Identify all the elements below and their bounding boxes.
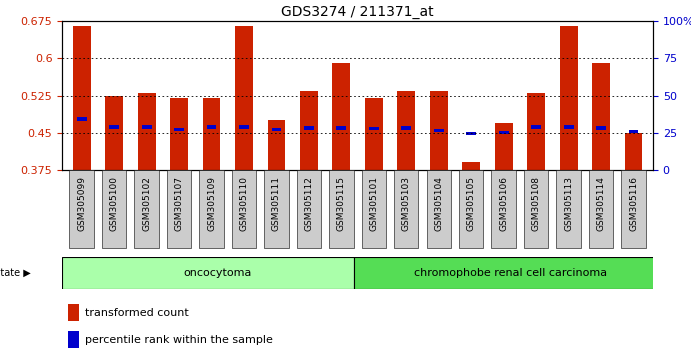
Bar — [239, 125, 249, 129]
Text: GSM305105: GSM305105 — [466, 176, 475, 231]
Text: GSM305102: GSM305102 — [142, 176, 151, 231]
Bar — [426, 170, 451, 248]
Bar — [430, 91, 448, 170]
Bar — [394, 170, 419, 248]
Bar — [62, 257, 354, 289]
Bar — [462, 162, 480, 170]
Text: GSM305112: GSM305112 — [305, 176, 314, 231]
Text: GSM305115: GSM305115 — [337, 176, 346, 231]
Bar — [499, 131, 509, 134]
Text: GSM305106: GSM305106 — [499, 176, 508, 231]
Bar — [68, 304, 79, 321]
Bar — [354, 257, 666, 289]
Bar — [199, 170, 224, 248]
Bar — [596, 126, 606, 130]
Text: GSM305108: GSM305108 — [531, 176, 540, 231]
Bar — [300, 91, 318, 170]
Bar — [589, 170, 613, 248]
Bar — [369, 126, 379, 130]
Bar — [296, 170, 321, 248]
Bar — [68, 331, 79, 348]
Bar — [365, 98, 383, 170]
Text: GSM305110: GSM305110 — [240, 176, 249, 231]
Text: GSM305104: GSM305104 — [434, 176, 443, 231]
Bar — [434, 129, 444, 132]
Bar — [142, 125, 151, 129]
Bar — [629, 130, 638, 133]
Bar — [264, 170, 289, 248]
Bar — [329, 170, 354, 248]
Bar — [401, 126, 411, 130]
Text: chromophobe renal cell carcinoma: chromophobe renal cell carcinoma — [414, 268, 607, 278]
Bar — [564, 125, 574, 129]
Bar — [105, 96, 123, 170]
Bar — [231, 170, 256, 248]
Bar — [167, 170, 191, 248]
Text: GSM305116: GSM305116 — [629, 176, 638, 231]
Text: oncocytoma: oncocytoma — [184, 268, 252, 278]
Bar — [202, 98, 220, 170]
Bar — [621, 170, 645, 248]
Bar — [135, 170, 159, 248]
Text: disease state ▶: disease state ▶ — [0, 268, 31, 278]
Bar — [625, 133, 643, 170]
Text: GSM305107: GSM305107 — [175, 176, 184, 231]
Text: GSM305101: GSM305101 — [369, 176, 379, 231]
Bar — [170, 98, 188, 170]
Bar — [70, 170, 94, 248]
Bar — [174, 127, 184, 131]
Text: GSM305099: GSM305099 — [77, 176, 86, 231]
Text: GSM305103: GSM305103 — [401, 176, 410, 231]
Text: GSM305109: GSM305109 — [207, 176, 216, 231]
Text: GSM305113: GSM305113 — [564, 176, 573, 231]
Text: GSM305100: GSM305100 — [110, 176, 119, 231]
Bar — [267, 120, 285, 170]
Text: percentile rank within the sample: percentile rank within the sample — [84, 335, 272, 345]
Bar — [332, 63, 350, 170]
Bar — [556, 170, 580, 248]
Bar — [560, 26, 578, 170]
Text: GSM305111: GSM305111 — [272, 176, 281, 231]
Bar — [207, 125, 216, 129]
Bar — [272, 127, 281, 131]
Bar — [491, 170, 516, 248]
Bar — [102, 170, 126, 248]
Bar — [109, 125, 119, 129]
Bar — [361, 170, 386, 248]
Bar — [77, 117, 86, 121]
Bar — [73, 26, 91, 170]
Bar — [527, 93, 545, 170]
Bar — [524, 170, 548, 248]
Bar — [495, 123, 513, 170]
Bar — [138, 93, 155, 170]
Bar — [235, 26, 253, 170]
Bar — [397, 91, 415, 170]
Text: transformed count: transformed count — [84, 308, 189, 318]
Bar — [531, 125, 541, 129]
Title: GDS3274 / 211371_at: GDS3274 / 211371_at — [281, 5, 434, 19]
Text: GSM305114: GSM305114 — [596, 176, 605, 231]
Bar — [592, 63, 610, 170]
Bar — [304, 126, 314, 130]
Bar — [459, 170, 484, 248]
Bar — [337, 126, 346, 130]
Bar — [466, 132, 476, 136]
